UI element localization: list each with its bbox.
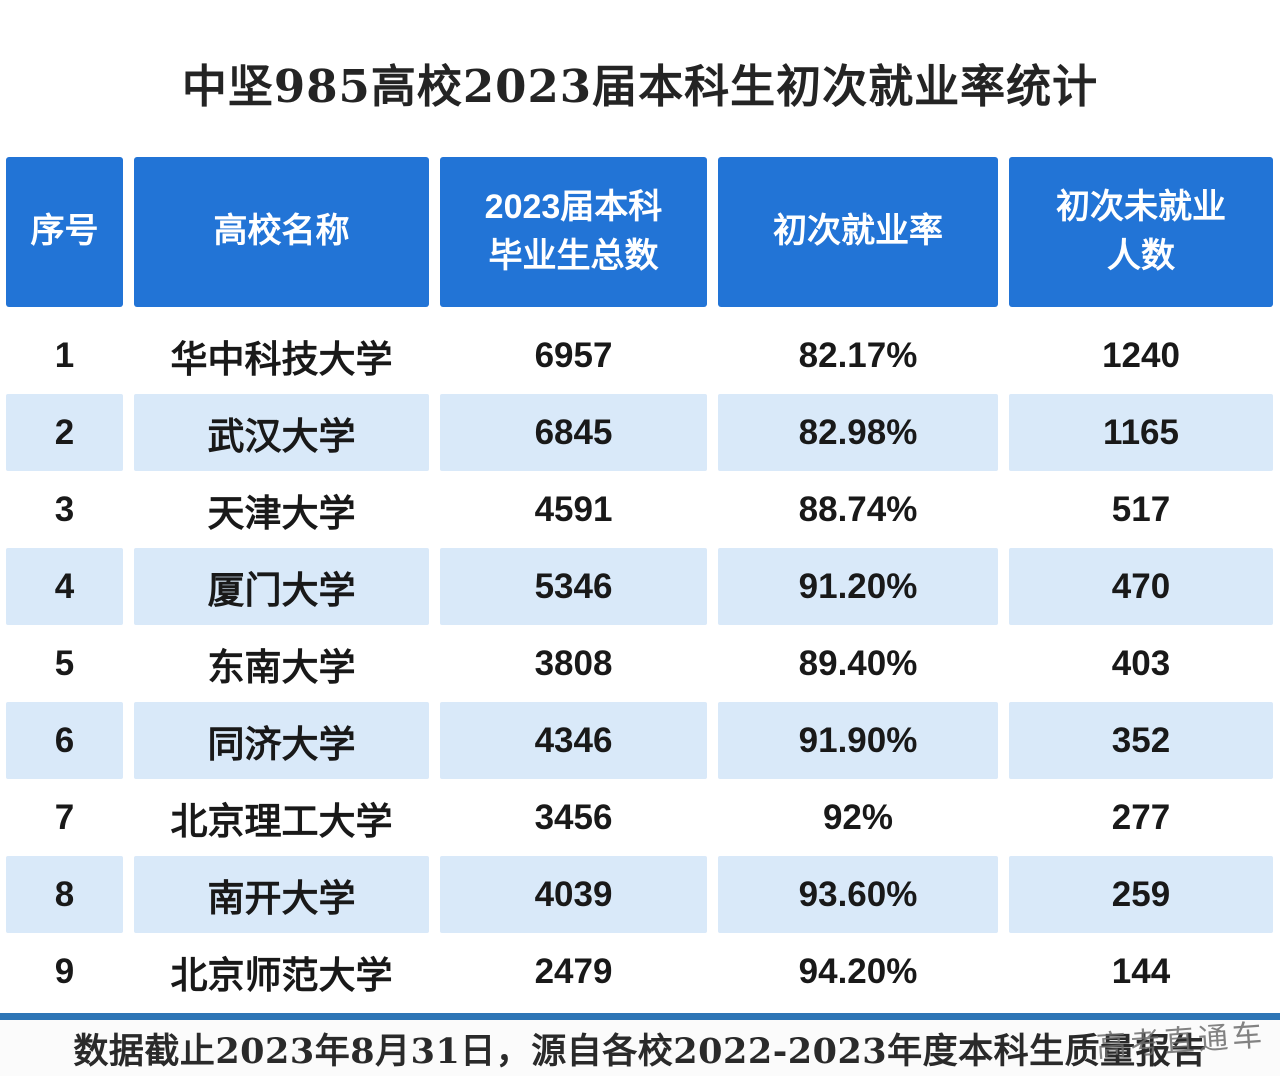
cell-index: 5	[54, 643, 75, 683]
cell-rate: 91.90%	[718, 702, 998, 779]
table-row: 4 厦门大学 5346 91.20% 470	[6, 548, 1274, 625]
cell-university: 东南大学	[207, 646, 356, 688]
cell-unemployed: 277	[1111, 797, 1171, 837]
cell-total: 4039	[440, 856, 707, 933]
cell-unemployed: 1165	[1009, 394, 1273, 471]
cell-index: 2	[6, 394, 123, 471]
cell-index: 1	[54, 335, 75, 375]
cell-rate: 82.98%	[718, 394, 998, 471]
header-unemployed: 初次未就业 人数	[1009, 157, 1273, 307]
table-row: 9 北京师范大学 2479 94.20% 144	[6, 933, 1274, 1010]
cell-university: 同济大学	[134, 702, 429, 779]
cell-university: 华中科技大学	[170, 338, 393, 380]
page-title: 中坚985高校2023届本科生初次就业率统计	[181, 60, 1099, 113]
cell-unemployed: 352	[1009, 702, 1273, 779]
cell-total: 6845	[440, 394, 707, 471]
cell-rate: 92%	[822, 797, 894, 837]
table-row: 1 华中科技大学 6957 82.17% 1240	[6, 317, 1274, 394]
cell-university: 天津大学	[207, 492, 356, 534]
cell-university: 武汉大学	[134, 394, 429, 471]
cell-total: 2479	[534, 951, 613, 991]
cell-index: 4	[6, 548, 123, 625]
table-row: 3 天津大学 4591 88.74% 517	[6, 471, 1274, 548]
cell-unemployed: 144	[1111, 951, 1171, 991]
table-row: 8 南开大学 4039 93.60% 259	[6, 856, 1274, 933]
cell-total: 4591	[534, 489, 613, 529]
cell-university: 厦门大学	[134, 548, 429, 625]
footer-divider-line	[0, 1013, 1280, 1020]
cell-total: 3808	[534, 643, 613, 683]
cell-index: 9	[54, 951, 75, 991]
header-rate: 初次就业率	[718, 157, 998, 307]
cell-index: 7	[54, 797, 75, 837]
cell-university: 南开大学	[134, 856, 429, 933]
table-header-row: 序号 高校名称 2023届本科 毕业生总数 初次就业率 初次未就业 人数	[6, 157, 1274, 307]
table-row: 5 东南大学 3808 89.40% 403	[6, 625, 1274, 702]
header-university: 高校名称	[134, 157, 429, 307]
cell-rate: 88.74%	[798, 489, 918, 529]
cell-total: 4346	[440, 702, 707, 779]
cell-index: 8	[6, 856, 123, 933]
cell-rate: 82.17%	[798, 335, 918, 375]
cell-unemployed: 403	[1111, 643, 1171, 683]
cell-unemployed: 1240	[1102, 335, 1180, 375]
cell-rate: 91.20%	[718, 548, 998, 625]
cell-rate: 89.40%	[798, 643, 918, 683]
cell-university: 北京理工大学	[170, 800, 393, 842]
header-total: 2023届本科 毕业生总数	[440, 157, 707, 307]
employment-table: 序号 高校名称 2023届本科 毕业生总数 初次就业率 初次未就业 人数 1 华…	[6, 157, 1274, 1010]
cell-index: 3	[54, 489, 75, 529]
table-row: 6 同济大学 4346 91.90% 352	[6, 702, 1274, 779]
cell-rate: 93.60%	[718, 856, 998, 933]
table-row: 2 武汉大学 6845 82.98% 1165	[6, 394, 1274, 471]
cell-total: 6957	[534, 335, 613, 375]
cell-unemployed: 259	[1009, 856, 1273, 933]
cell-university: 北京师范大学	[170, 954, 393, 996]
cell-total: 5346	[440, 548, 707, 625]
data-source-note: 数据截止2023年8月31日，源自各校2022-2023年度本科生质量报告	[0, 1020, 1280, 1076]
cell-index: 6	[6, 702, 123, 779]
cell-rate: 94.20%	[798, 951, 918, 991]
header-index: 序号	[6, 157, 123, 307]
cell-unemployed: 470	[1009, 548, 1273, 625]
cell-unemployed: 517	[1111, 489, 1171, 529]
table-row: 7 北京理工大学 3456 92% 277	[6, 779, 1274, 856]
cell-total: 3456	[534, 797, 613, 837]
